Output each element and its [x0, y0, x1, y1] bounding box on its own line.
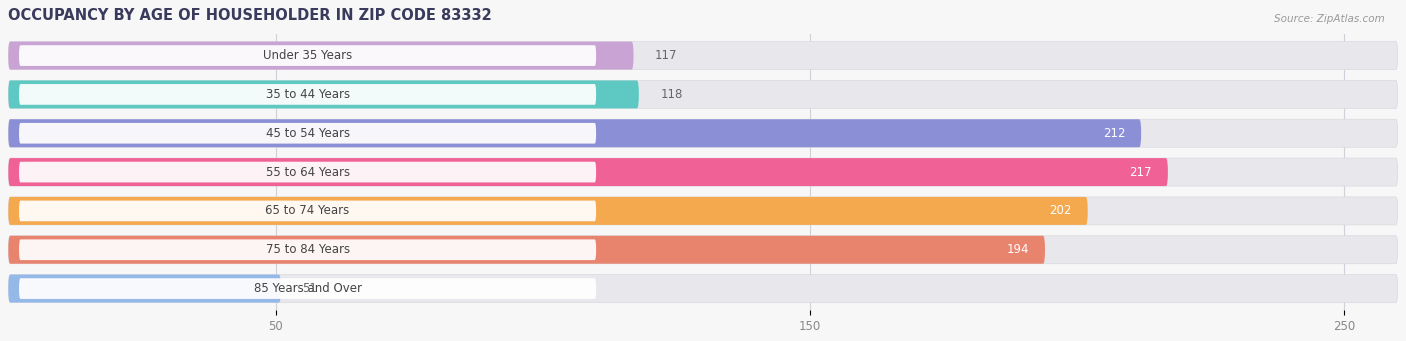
- Text: 51: 51: [302, 282, 318, 295]
- Text: 35 to 44 Years: 35 to 44 Years: [266, 88, 350, 101]
- Text: 65 to 74 Years: 65 to 74 Years: [266, 204, 350, 218]
- FancyBboxPatch shape: [8, 119, 1398, 147]
- Text: OCCUPANCY BY AGE OF HOUSEHOLDER IN ZIP CODE 83332: OCCUPANCY BY AGE OF HOUSEHOLDER IN ZIP C…: [8, 8, 492, 23]
- Text: 75 to 84 Years: 75 to 84 Years: [266, 243, 350, 256]
- FancyBboxPatch shape: [8, 158, 1168, 186]
- FancyBboxPatch shape: [8, 275, 281, 302]
- Text: 202: 202: [1049, 204, 1071, 218]
- Text: Under 35 Years: Under 35 Years: [263, 49, 352, 62]
- Text: 85 Years and Over: 85 Years and Over: [253, 282, 361, 295]
- FancyBboxPatch shape: [20, 201, 596, 221]
- FancyBboxPatch shape: [8, 236, 1045, 264]
- Text: 118: 118: [661, 88, 683, 101]
- Text: Source: ZipAtlas.com: Source: ZipAtlas.com: [1274, 14, 1385, 24]
- FancyBboxPatch shape: [8, 42, 1398, 70]
- Text: 45 to 54 Years: 45 to 54 Years: [266, 127, 350, 140]
- FancyBboxPatch shape: [8, 197, 1088, 225]
- Text: 212: 212: [1102, 127, 1125, 140]
- FancyBboxPatch shape: [8, 80, 638, 108]
- FancyBboxPatch shape: [8, 80, 1398, 108]
- FancyBboxPatch shape: [8, 42, 634, 70]
- FancyBboxPatch shape: [8, 275, 1398, 302]
- FancyBboxPatch shape: [8, 158, 1398, 186]
- Text: 194: 194: [1007, 243, 1029, 256]
- FancyBboxPatch shape: [8, 236, 1398, 264]
- Text: 117: 117: [655, 49, 678, 62]
- Text: 217: 217: [1129, 166, 1152, 179]
- FancyBboxPatch shape: [20, 162, 596, 182]
- Text: 55 to 64 Years: 55 to 64 Years: [266, 166, 350, 179]
- FancyBboxPatch shape: [20, 123, 596, 144]
- FancyBboxPatch shape: [20, 278, 596, 299]
- FancyBboxPatch shape: [8, 119, 1142, 147]
- FancyBboxPatch shape: [20, 239, 596, 260]
- FancyBboxPatch shape: [20, 45, 596, 66]
- FancyBboxPatch shape: [8, 197, 1398, 225]
- FancyBboxPatch shape: [20, 84, 596, 105]
